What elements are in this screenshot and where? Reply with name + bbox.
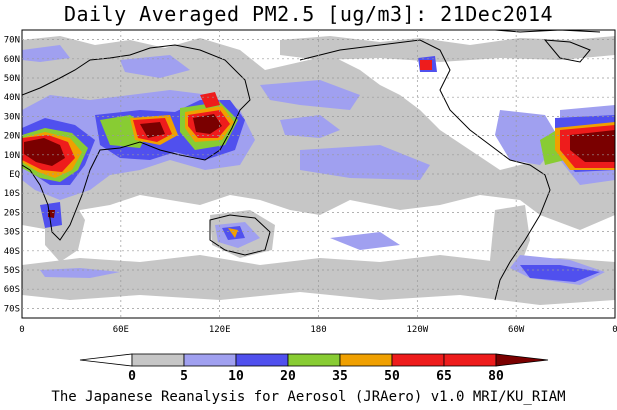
lat-label: 40N bbox=[4, 93, 20, 103]
colorbar-segment bbox=[79, 353, 133, 367]
lat-label: 60S bbox=[4, 285, 20, 295]
lat-label: EQ bbox=[9, 170, 20, 180]
lon-label: 120W bbox=[406, 325, 428, 335]
colorbar-tick-label: 20 bbox=[280, 369, 296, 384]
colorbar-segment bbox=[339, 353, 393, 367]
colorbar: 0 5 10 20 35 50 65 80 bbox=[79, 353, 549, 384]
pm25-field bbox=[22, 30, 615, 305]
y-axis-labels: 70N 60N 50N 40N 30N 20N 10N EQ 10S 20S 30S 40S 50S 60… bbox=[4, 36, 20, 315]
colorbar-tick-label: 65 bbox=[436, 369, 452, 384]
colorbar-segment bbox=[443, 353, 497, 367]
x-axis-labels: 0 60E 120E 180 120W 60W 0 bbox=[19, 325, 617, 335]
map-title: Daily Averaged PM2.5 [ug/m3]: 21Dec2014 bbox=[63, 2, 554, 26]
lat-label: 10S bbox=[4, 189, 20, 199]
lat-label: 50N bbox=[4, 74, 20, 84]
colorbar-segment bbox=[131, 353, 185, 367]
lat-label: 20N bbox=[4, 132, 20, 142]
lat-label: 50S bbox=[4, 266, 20, 276]
lon-label: 60W bbox=[508, 325, 525, 335]
lat-label: 20S bbox=[4, 208, 20, 218]
grid-lines bbox=[22, 30, 615, 318]
footer-credit: The Japanese Reanalysis for Aerosol (JRA… bbox=[51, 389, 566, 405]
lat-label: 30N bbox=[4, 112, 20, 122]
colorbar-segment bbox=[495, 353, 549, 367]
pm25-band-above-80 bbox=[24, 114, 615, 218]
colorbar-segment bbox=[391, 353, 445, 367]
lon-label: 0 bbox=[19, 325, 24, 335]
lat-label: 10N bbox=[4, 151, 20, 161]
lon-label: 120E bbox=[209, 325, 231, 335]
colorbar-tick-label: 35 bbox=[332, 369, 348, 384]
colorbar-tick-label: 10 bbox=[228, 369, 244, 384]
lat-label: 70N bbox=[4, 36, 20, 46]
lon-label: 0 bbox=[612, 325, 617, 335]
lat-label: 60N bbox=[4, 55, 20, 65]
colorbar-tick-label: 5 bbox=[180, 369, 188, 384]
colorbar-segment bbox=[287, 353, 341, 367]
colorbar-segment bbox=[183, 353, 237, 367]
lon-label: 60E bbox=[113, 325, 129, 335]
colorbar-segment bbox=[235, 353, 289, 367]
lon-label: 180 bbox=[310, 325, 326, 335]
lat-label: 70S bbox=[4, 304, 20, 314]
colorbar-tick-label: 80 bbox=[488, 369, 504, 384]
colorbar-tick-label: 0 bbox=[128, 369, 136, 384]
colorbar-tick-label: 50 bbox=[384, 369, 400, 384]
lat-label: 40S bbox=[4, 247, 20, 257]
lat-label: 30S bbox=[4, 228, 20, 238]
